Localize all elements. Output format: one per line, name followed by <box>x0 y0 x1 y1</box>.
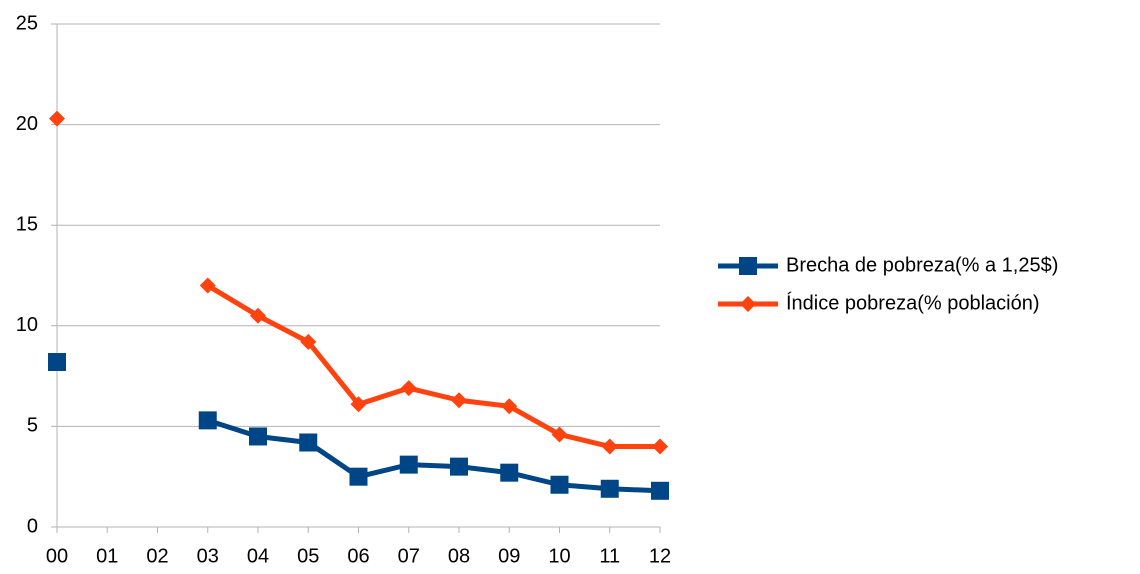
marker <box>501 398 518 415</box>
marker <box>450 457 468 476</box>
y-tick-label: 0 <box>27 515 38 537</box>
marker <box>500 463 519 482</box>
x-tick-label: 03 <box>197 545 219 567</box>
x-tick-label: 00 <box>46 545 68 567</box>
x-tick-label: 07 <box>398 545 420 567</box>
marker <box>199 277 216 294</box>
x-tick-label: 01 <box>96 545 118 567</box>
marker <box>299 433 318 452</box>
x-tick-label: 05 <box>297 545 319 567</box>
legend-label: Índice pobreza(% población) <box>786 291 1040 314</box>
marker <box>601 438 618 455</box>
marker <box>651 481 669 500</box>
marker <box>349 467 368 486</box>
marker <box>652 438 668 455</box>
y-tick-label: 15 <box>16 213 38 235</box>
marker <box>551 426 568 443</box>
x-tick-label: 06 <box>347 545 369 567</box>
x-tick-label: 12 <box>649 545 671 567</box>
marker <box>451 392 467 409</box>
marker <box>249 427 267 446</box>
x-tick-label: 10 <box>548 545 570 567</box>
marker <box>600 479 619 498</box>
marker <box>350 396 367 413</box>
marker <box>48 353 66 372</box>
marker <box>739 257 757 275</box>
y-tick-label: 20 <box>16 113 38 135</box>
x-tick-label: 04 <box>247 545 269 567</box>
marker <box>300 333 317 350</box>
y-tick-label: 10 <box>16 314 38 336</box>
marker <box>49 110 65 127</box>
marker <box>740 296 756 312</box>
marker <box>250 307 266 324</box>
marker <box>198 411 217 430</box>
x-tick-label: 09 <box>498 545 520 567</box>
y-tick-label: 5 <box>27 415 38 437</box>
marker <box>399 455 418 474</box>
marker <box>400 380 417 397</box>
x-tick-label: 08 <box>448 545 470 567</box>
legend-label: Brecha de pobreza(% a 1,25$) <box>786 254 1058 276</box>
marker <box>550 475 569 494</box>
series-line <box>206 283 660 450</box>
x-tick-label: 02 <box>146 545 168 567</box>
x-tick-label: 11 <box>599 545 620 567</box>
series-line <box>206 417 661 494</box>
y-tick-label: 25 <box>16 12 38 34</box>
